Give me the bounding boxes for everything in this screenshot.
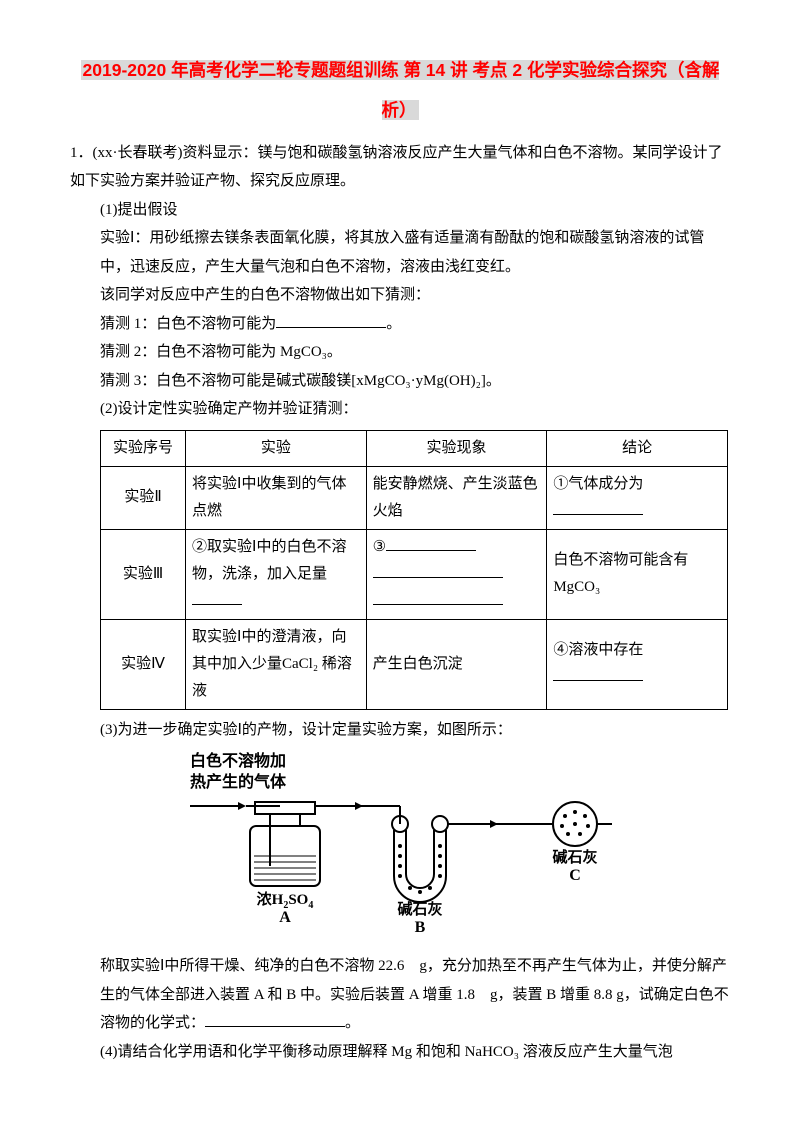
r2c2: ③ xyxy=(366,529,547,619)
section-1-label: (1)提出假设 xyxy=(70,196,730,225)
s3-post: 。 xyxy=(345,1015,360,1031)
guess-1: 猜测 1：白色不溶物可能为 。 xyxy=(70,310,730,339)
r2c2-pre: ③ xyxy=(373,539,386,555)
q1-intro-text: (xx·长春联考)资料显示：镁与饱和碳酸氢钠溶液反应产生大量气体和白色不溶物。某… xyxy=(70,145,723,190)
q1-intro: 1．(xx·长春联考)资料显示：镁与饱和碳酸氢钠溶液反应产生大量气体和白色不溶物… xyxy=(70,139,730,196)
table-header-row: 实验序号 实验 实验现象 结论 xyxy=(101,430,728,466)
label-B1: 碱石灰 xyxy=(397,900,442,918)
apparatus-diagram: 白色不溶物加热产生的气体 xyxy=(70,752,730,946)
section-3-label: (3)为进一步确定实验Ⅰ的产物，设计定量实验方案，如图所示： xyxy=(70,716,730,745)
r3c2: 产生白色沉淀 xyxy=(366,619,547,709)
title-text: 2019-2020 年高考化学二轮专题题组训练 第 14 讲 考点 2 化学实验… xyxy=(81,60,720,120)
r2c1-pre: ②取实验Ⅰ中的白色不溶物，洗涤，加入足量 xyxy=(192,539,346,582)
page-title: 2019-2020 年高考化学二轮专题题组训练 第 14 讲 考点 2 化学实验… xyxy=(70,50,730,131)
guess-1-post: 。 xyxy=(386,316,401,332)
apparatus-svg: 浓H2SO4 A 碱石灰 B 碱石灰 C xyxy=(180,796,620,936)
th-0: 实验序号 xyxy=(101,430,186,466)
table-row: 实验Ⅱ 将实验Ⅰ中收集到的气体点燃 能安静燃烧、产生淡蓝色火焰 ①气体成分为 xyxy=(101,466,728,529)
blank-r2c2a xyxy=(386,536,476,551)
r1c2: 能安静燃烧、产生淡蓝色火焰 xyxy=(366,466,547,529)
blank-r2c2c xyxy=(373,590,503,605)
blank-guess1 xyxy=(276,313,386,328)
svg-text:浓H2SO4: 浓H2SO4 xyxy=(257,891,314,911)
section-2-label: (2)设计定性实验确定产物并验证猜测： xyxy=(70,395,730,424)
section-1-text2: 该同学对反应中产生的白色不溶物做出如下猜测： xyxy=(70,281,730,310)
label-C2: C xyxy=(569,867,581,884)
label-A: A xyxy=(279,909,291,926)
r1c3-pre: ①气体成分为 xyxy=(553,476,643,492)
r2c3: 白色不溶物可能含有MgCO₃ xyxy=(547,529,728,619)
s3-text1: 称取实验Ⅰ中所得干燥、纯净的白色不溶物 22.6 g，充分加热至不再产生气体为止… xyxy=(100,958,729,1031)
blank-r1c3 xyxy=(553,500,643,515)
label-C1: 碱石灰 xyxy=(552,848,597,866)
table-row: 实验Ⅲ ②取实验Ⅰ中的白色不溶物，洗涤，加入足量 ③ 白色不溶物可能含有MgCO… xyxy=(101,529,728,619)
th-3: 结论 xyxy=(547,430,728,466)
r3c3-text: ④溶液中存在 xyxy=(553,642,643,658)
r1c0: 实验Ⅱ xyxy=(101,466,186,529)
diagram-gas-label: 白色不溶物加热产生的气体 xyxy=(190,752,730,794)
blank-formula xyxy=(205,1012,345,1027)
guess-3: 猜测 3：白色不溶物可能是碱式碳酸镁[xMgCO₃·yMg(OH)₂]。 xyxy=(70,367,730,396)
section-1-text1: 实验Ⅰ：用砂纸擦去镁条表面氧化膜，将其放入盛有适量滴有酚酞的饱和碳酸氢钠溶液的试… xyxy=(70,224,730,281)
blank-r3c3 xyxy=(553,666,643,681)
th-2: 实验现象 xyxy=(366,430,547,466)
blank-r2c1 xyxy=(192,590,242,605)
blank-r2c2b xyxy=(373,563,503,578)
section-4-label: (4)请结合化学用语和化学平衡移动原理解释 Mg 和饱和 NaHCO₃ 溶液反应… xyxy=(70,1038,730,1067)
th-1: 实验 xyxy=(186,430,367,466)
r1c3: ①气体成分为 xyxy=(547,466,728,529)
q1-number: 1． xyxy=(70,145,93,161)
label-B2: B xyxy=(415,919,426,936)
experiment-table: 实验序号 实验 实验现象 结论 实验Ⅱ 将实验Ⅰ中收集到的气体点燃 能安静燃烧、… xyxy=(100,430,728,710)
guess-1-pre: 猜测 1：白色不溶物可能为 xyxy=(100,316,276,332)
r2c0: 实验Ⅲ xyxy=(101,529,186,619)
table-row: 实验Ⅳ 取实验Ⅰ中的澄清液，向其中加入少量CaCl₂ 稀溶液 产生白色沉淀 ④溶… xyxy=(101,619,728,709)
r2c1: ②取实验Ⅰ中的白色不溶物，洗涤，加入足量 xyxy=(186,529,367,619)
r3c3: ④溶液中存在 xyxy=(547,619,728,709)
r3c0: 实验Ⅳ xyxy=(101,619,186,709)
r3c1: 取实验Ⅰ中的澄清液，向其中加入少量CaCl₂ 稀溶液 xyxy=(186,619,367,709)
r1c1: 将实验Ⅰ中收集到的气体点燃 xyxy=(186,466,367,529)
guess-2: 猜测 2：白色不溶物可能为 MgCO₃。 xyxy=(70,338,730,367)
question-1: 1．(xx·长春联考)资料显示：镁与饱和碳酸氢钠溶液反应产生大量气体和白色不溶物… xyxy=(70,139,730,1067)
section-3-text: 称取实验Ⅰ中所得干燥、纯净的白色不溶物 22.6 g，充分加热至不再产生气体为止… xyxy=(70,952,730,1038)
